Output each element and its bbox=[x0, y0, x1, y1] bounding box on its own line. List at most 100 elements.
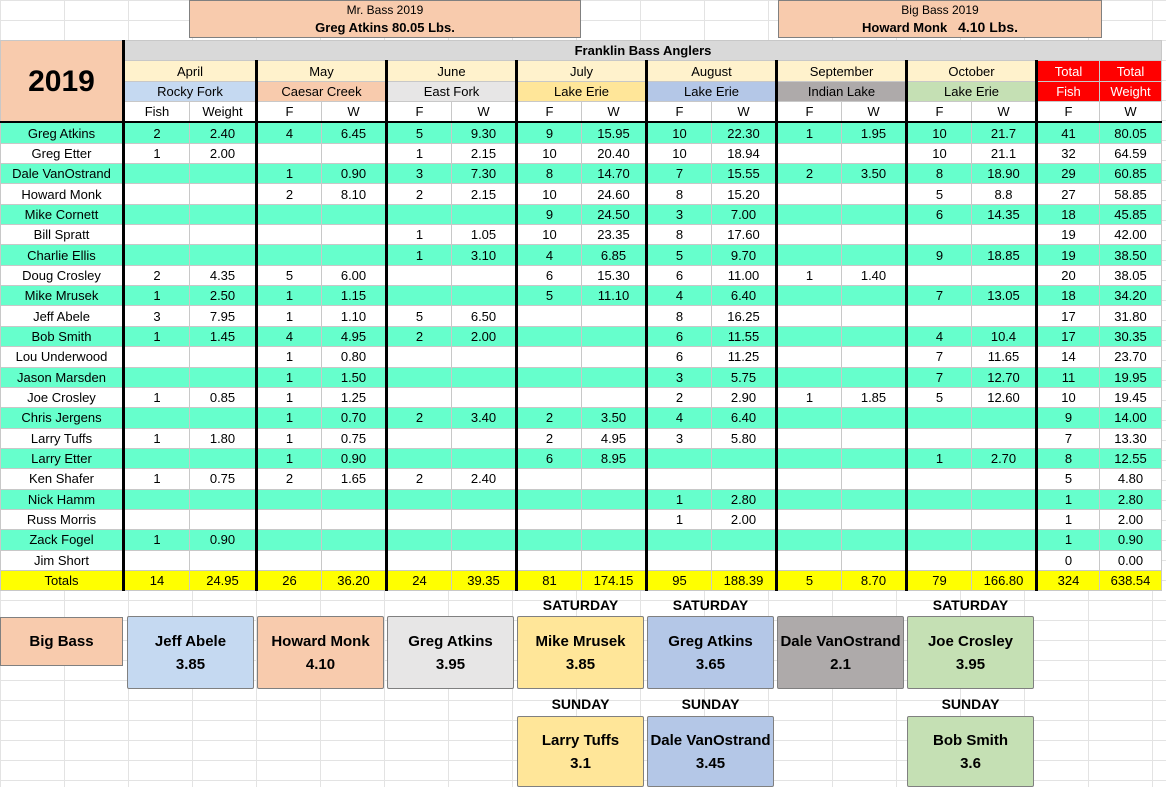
total-fish-cell: 9 bbox=[1035, 407, 1100, 429]
weight-cell: 166.80 bbox=[971, 569, 1037, 592]
weight-cell: 8.95 bbox=[581, 447, 647, 470]
fish-count-cell bbox=[775, 224, 842, 246]
fish-count-cell: 1 bbox=[122, 427, 190, 449]
weight-cell: 6.40 bbox=[711, 285, 777, 307]
fish-subheader: F bbox=[905, 101, 972, 124]
weight-cell bbox=[321, 244, 387, 266]
total-fish-cell: 10 bbox=[1035, 386, 1100, 409]
weight-cell: 22.30 bbox=[711, 121, 777, 144]
fish-count-cell: 3 bbox=[645, 366, 712, 388]
lake-header-august: Lake Erie bbox=[645, 80, 777, 103]
weight-cell bbox=[841, 549, 907, 571]
fish-count-cell bbox=[255, 142, 322, 165]
weight-cell bbox=[189, 183, 257, 205]
weight-cell: 18.94 bbox=[711, 142, 777, 165]
weight-cell bbox=[321, 549, 387, 571]
weight-cell bbox=[581, 549, 647, 571]
total-fish-cell: 0 bbox=[1035, 549, 1100, 571]
totals-row: Totals 14 24.95 26 36.20 24 39.35 81 174.15 95 188… bbox=[0, 569, 1162, 592]
table-row: Charlie Ellis 1 3.10 4 6.85 5 9.70 9 18.85 19 38.5… bbox=[0, 244, 1162, 266]
fish-count-cell bbox=[255, 529, 322, 551]
total-weight-cell: 13.30 bbox=[1099, 427, 1162, 449]
fish-count-cell: 1 bbox=[122, 285, 190, 307]
fish-count-cell: 2 bbox=[385, 468, 452, 490]
table-row: Jim Short 0 0.00 bbox=[0, 549, 1162, 571]
fish-count-cell: 3 bbox=[645, 203, 712, 226]
big-bass-winner-name: Larry Tuffs bbox=[541, 731, 620, 749]
fish-count-cell bbox=[385, 285, 452, 307]
weight-cell bbox=[321, 203, 387, 226]
weight-cell: 21.7 bbox=[971, 121, 1037, 144]
fish-subheader: F bbox=[775, 101, 842, 124]
saturday-label: SATURDAY bbox=[932, 597, 1009, 613]
fish-count-cell: 2 bbox=[515, 407, 582, 429]
big-bass-winner-name: Dale VanOstrand bbox=[780, 632, 901, 650]
fish-count-cell bbox=[905, 305, 972, 327]
fish-count-cell: 26 bbox=[255, 569, 322, 592]
fish-count-cell bbox=[515, 468, 582, 490]
angler-name: Lou Underwood bbox=[0, 346, 124, 368]
weight-subheader: W bbox=[971, 101, 1037, 124]
weight-cell: 7.95 bbox=[189, 305, 257, 327]
angler-name: Jason Marsden bbox=[0, 366, 124, 388]
weight-cell bbox=[841, 366, 907, 388]
total-weight-cell: 42.00 bbox=[1099, 224, 1162, 246]
fish-count-cell bbox=[905, 224, 972, 246]
big-bass-winner-name: Jeff Abele bbox=[154, 632, 227, 650]
weight-subheader: Weight bbox=[189, 101, 257, 124]
weight-cell: 3.50 bbox=[581, 407, 647, 429]
weight-cell: 23.35 bbox=[581, 224, 647, 246]
weight-cell: 188.39 bbox=[711, 569, 777, 592]
weight-cell bbox=[841, 447, 907, 470]
weight-cell bbox=[971, 224, 1037, 246]
weight-cell bbox=[189, 488, 257, 510]
total-fish-cell: 19 bbox=[1035, 244, 1100, 266]
lake-header-october: Lake Erie bbox=[905, 80, 1037, 103]
weight-cell: 0.90 bbox=[321, 163, 387, 185]
weight-cell bbox=[321, 508, 387, 531]
weight-cell: 39.35 bbox=[451, 569, 517, 592]
fish-count-cell bbox=[385, 386, 452, 409]
month-header-july: July bbox=[515, 60, 647, 82]
weight-cell bbox=[971, 549, 1037, 571]
sunday-big-bass-card-1: Larry Tuffs 3.1 bbox=[517, 716, 644, 787]
weight-cell: 1.10 bbox=[321, 305, 387, 327]
weight-cell: 24.95 bbox=[189, 569, 257, 592]
weight-cell: 2.15 bbox=[451, 142, 517, 165]
table-row: Zack Fogel 1 0.90 1 0.90 bbox=[0, 529, 1162, 551]
lake-header-june: East Fork bbox=[385, 80, 517, 103]
total-fish-cell: 7 bbox=[1035, 427, 1100, 449]
weight-cell bbox=[189, 203, 257, 226]
weight-cell bbox=[581, 386, 647, 409]
fish-count-cell bbox=[385, 549, 452, 571]
weight-cell: 0.85 bbox=[189, 386, 257, 409]
fish-count-cell bbox=[385, 488, 452, 510]
fish-count-cell bbox=[775, 366, 842, 388]
weight-cell: 5.75 bbox=[711, 366, 777, 388]
weight-cell bbox=[321, 488, 387, 510]
fish-count-cell: 8 bbox=[515, 163, 582, 185]
fish-count-cell: 2 bbox=[775, 163, 842, 185]
fish-count-cell bbox=[775, 529, 842, 551]
table-row: Ken Shafer 1 0.75 2 1.65 2 2.40 5 4.80 bbox=[0, 468, 1162, 490]
weight-cell bbox=[189, 366, 257, 388]
fish-count-cell: 7 bbox=[645, 163, 712, 185]
total-weight-cell: 2.80 bbox=[1099, 488, 1162, 510]
big-bass-winner-name: Greg Atkins bbox=[408, 632, 493, 650]
weight-cell bbox=[451, 203, 517, 226]
table-row: Nick Hamm 1 2.80 1 2.80 bbox=[0, 488, 1162, 510]
fish-count-cell bbox=[905, 529, 972, 551]
table-row: Russ Morris 1 2.00 1 2.00 bbox=[0, 508, 1162, 531]
angler-name: Bill Spratt bbox=[0, 224, 124, 246]
weight-cell bbox=[841, 142, 907, 165]
fish-count-cell: 1 bbox=[255, 407, 322, 429]
weight-cell: 2.70 bbox=[971, 447, 1037, 470]
big-bass-winner-weight: 2.1 bbox=[830, 655, 851, 673]
year-cell: 2019 bbox=[0, 40, 124, 124]
weight-cell bbox=[189, 447, 257, 470]
angler-name: Larry Tuffs bbox=[0, 427, 124, 449]
weight-cell: 36.20 bbox=[321, 569, 387, 592]
weight-cell: 2.90 bbox=[711, 386, 777, 409]
fish-count-cell: 6 bbox=[515, 264, 582, 287]
weight-cell: 9.70 bbox=[711, 244, 777, 266]
